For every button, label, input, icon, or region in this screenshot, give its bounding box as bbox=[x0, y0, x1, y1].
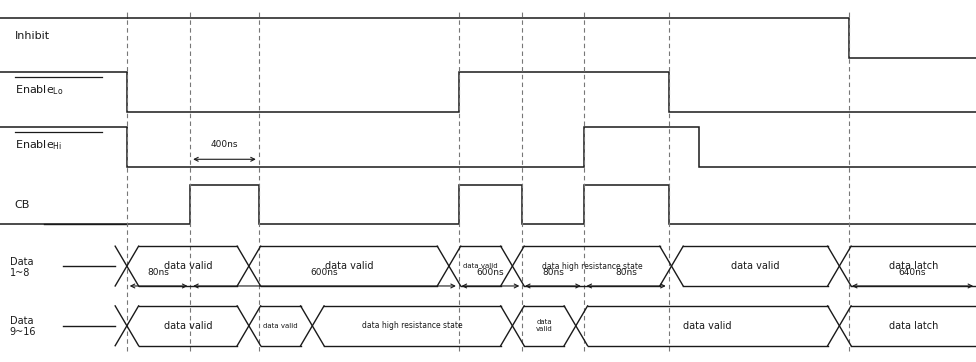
Text: data valid: data valid bbox=[731, 261, 780, 271]
Text: 80ns: 80ns bbox=[147, 268, 170, 277]
Text: Data: Data bbox=[10, 257, 33, 267]
Text: data valid: data valid bbox=[683, 321, 732, 331]
Text: data high resistance state: data high resistance state bbox=[362, 321, 463, 330]
Text: 400ns: 400ns bbox=[211, 140, 238, 149]
Text: data valid: data valid bbox=[464, 263, 498, 269]
Text: data latch: data latch bbox=[889, 321, 938, 331]
Text: Inhibit: Inhibit bbox=[15, 31, 50, 41]
Text: 600ns: 600ns bbox=[310, 268, 339, 277]
Text: data valid: data valid bbox=[264, 323, 298, 329]
Text: data valid: data valid bbox=[325, 261, 373, 271]
Text: data valid: data valid bbox=[164, 321, 212, 331]
Text: 1~8: 1~8 bbox=[10, 268, 30, 278]
Text: Enable$_{\mathregular{Lo}}$: Enable$_{\mathregular{Lo}}$ bbox=[15, 84, 63, 97]
Text: 600ns: 600ns bbox=[476, 268, 505, 277]
Text: 640ns: 640ns bbox=[899, 268, 926, 277]
Text: 80ns: 80ns bbox=[542, 268, 564, 277]
Text: data high resistance state: data high resistance state bbox=[542, 262, 642, 270]
Text: 9~16: 9~16 bbox=[10, 327, 36, 337]
Text: Enable$_{\mathregular{Hi}}$: Enable$_{\mathregular{Hi}}$ bbox=[15, 138, 62, 152]
Text: CB: CB bbox=[15, 199, 30, 210]
Text: data valid: data valid bbox=[164, 261, 212, 271]
Text: data
valid: data valid bbox=[536, 319, 552, 332]
Text: data latch: data latch bbox=[889, 261, 938, 271]
Text: 80ns: 80ns bbox=[615, 268, 637, 277]
Text: Data: Data bbox=[10, 316, 33, 327]
